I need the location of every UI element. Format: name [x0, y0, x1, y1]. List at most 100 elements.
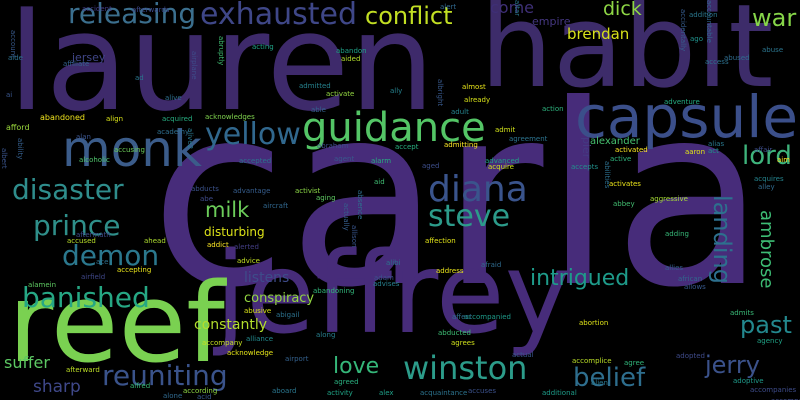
word-abduction: abduction [565, 166, 573, 201]
word-adding: adding [665, 230, 690, 238]
word-alive: alive [165, 94, 182, 102]
word-alive2: alive2 [186, 128, 194, 150]
word-guidance: guidance [302, 105, 486, 151]
word-habit: habit [480, 0, 774, 114]
word-aftermath: aftermath [76, 231, 111, 239]
word-albert: albert [0, 148, 8, 169]
word-alias: alias [708, 140, 725, 148]
word-alone: alone [163, 392, 183, 400]
word-accused: accused [67, 237, 96, 245]
word-airfield: airfield [81, 273, 106, 281]
word-advanced: advanced [485, 157, 520, 165]
word-according: according [183, 387, 218, 395]
word-lord: lord [742, 141, 792, 171]
word-abducted: abducted [438, 329, 471, 337]
word-agrees: agrees [451, 339, 475, 347]
word-actual: actual [512, 351, 534, 359]
word-abraham: abraham [317, 142, 349, 150]
word-advice: advice [237, 257, 260, 265]
word-abducts: abducts [191, 185, 219, 193]
word-aid: aid [374, 178, 385, 186]
word-monk: monk [62, 120, 202, 178]
word-advantage: advantage [233, 187, 271, 195]
word-adam: adam [374, 274, 394, 282]
word-acquires: acquires [754, 175, 784, 183]
word-activated: activated [615, 146, 648, 154]
word-affair: affair [754, 146, 773, 154]
word-already: already [464, 96, 491, 104]
word-activates: activates [609, 180, 641, 188]
word-diana: diana [428, 169, 528, 210]
word-affiliate: affiliate [63, 60, 90, 68]
word-alfred: alfred [130, 382, 151, 390]
word-winston: winston [403, 349, 528, 387]
word-accepted: accepted [239, 157, 272, 165]
word-listens: listens [244, 270, 290, 286]
word-accuses: accuses [468, 387, 497, 395]
word-aim: aim [777, 156, 791, 164]
word-afterward: afterward [66, 366, 100, 374]
word-ad: ad [135, 74, 144, 82]
word-afterwards: afterwards [132, 6, 170, 14]
word-almost: almost [462, 83, 486, 91]
word-absence: absence [356, 190, 364, 220]
word-acknowledge: acknowledge [227, 349, 274, 357]
word-capsule: capsule [575, 83, 799, 151]
word-acknowledges: acknowledges [205, 113, 255, 121]
word-agreed: agreed [334, 378, 359, 386]
word-constantly: constantly [194, 317, 268, 333]
word-ability: ability [16, 138, 24, 160]
word-accomplice: accomplice [572, 357, 612, 365]
word-accepts: accepts [571, 163, 599, 171]
word-admits: admits [730, 309, 754, 317]
word-dick: dick [603, 0, 642, 20]
word-admitted: admitted [299, 82, 331, 90]
word-aged: aged [422, 162, 440, 170]
word-abuse: abuse [762, 46, 784, 54]
word-aaron: aaron [685, 148, 706, 156]
word-intrigued: intrigued [530, 266, 630, 291]
word-affect: affect [452, 313, 473, 321]
word-albright: albright [436, 79, 444, 107]
word-act: act [708, 147, 719, 155]
word-agency: agency [757, 337, 783, 345]
word-affection: affection [425, 237, 456, 245]
word-accusing: accusing [114, 146, 145, 154]
word-align: align [106, 115, 124, 123]
word-aggressive: aggressive [650, 195, 688, 203]
word-disaster: disaster [12, 173, 124, 206]
word-accident: accident [82, 5, 112, 13]
word-aide: aide [8, 54, 23, 62]
word-love: love [333, 354, 380, 379]
word-accompanied: accompanied [464, 313, 511, 321]
word-abortion: abortion [579, 319, 609, 327]
word-ai: ai [6, 91, 13, 99]
word-reuniting: reuniting [102, 359, 228, 392]
word-afraid: afraid [481, 261, 502, 269]
word-past: past [740, 311, 792, 339]
word-addict: addict [207, 241, 229, 249]
word-alibi: alibi [386, 259, 401, 267]
word-aging: aging [316, 194, 336, 202]
word-abusive: abusive [244, 307, 272, 315]
word-prince: prince [33, 209, 121, 242]
word-jersey: jersey [72, 51, 106, 64]
word-war: war [752, 4, 797, 32]
word-demon: demon [62, 239, 160, 272]
word-alan: alan [76, 133, 91, 141]
word-activity: activity [327, 389, 353, 397]
word-adult: adult [451, 108, 469, 116]
word-abandon: abandon [336, 47, 367, 55]
word-acquire: acquire [488, 163, 514, 171]
word-yellow: yellow [205, 117, 301, 152]
word-brendan: brendan [567, 25, 630, 43]
word-abbey: abbey [613, 200, 635, 208]
word-activist: activist [295, 187, 321, 195]
word-aircraft: aircraft [263, 202, 289, 210]
word-aboard: aboard [272, 387, 297, 395]
word-admitting: admitting [444, 141, 478, 149]
word-acting: acting [252, 43, 274, 51]
word-alexander: alexander [590, 136, 640, 147]
word-altar: altar [513, 0, 521, 17]
word-airport: airport [285, 355, 309, 363]
